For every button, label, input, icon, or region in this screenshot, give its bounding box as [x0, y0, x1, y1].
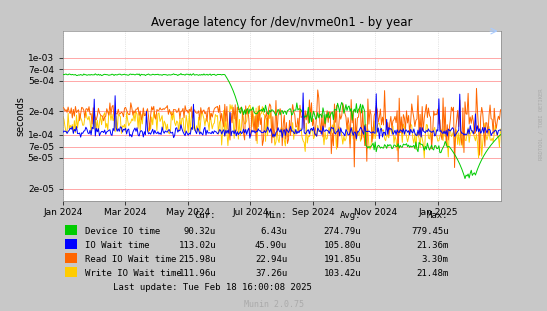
Text: Cur:: Cur: [195, 211, 216, 220]
Text: 103.42u: 103.42u [323, 269, 361, 278]
Text: 274.79u: 274.79u [323, 227, 361, 236]
Text: 191.85u: 191.85u [323, 255, 361, 264]
Text: 6.43u: 6.43u [260, 227, 287, 236]
Text: Read IO Wait time: Read IO Wait time [85, 255, 176, 264]
Text: 779.45u: 779.45u [411, 227, 449, 236]
Text: 215.98u: 215.98u [178, 255, 216, 264]
Text: 37.26u: 37.26u [255, 269, 287, 278]
Text: 21.48m: 21.48m [416, 269, 449, 278]
Text: 90.32u: 90.32u [184, 227, 216, 236]
Text: 111.96u: 111.96u [178, 269, 216, 278]
Text: 105.80u: 105.80u [323, 241, 361, 250]
Text: 22.94u: 22.94u [255, 255, 287, 264]
Text: Last update: Tue Feb 18 16:00:08 2025: Last update: Tue Feb 18 16:00:08 2025 [113, 283, 312, 292]
Text: RRDTOOL / TOBI OETIKER: RRDTOOL / TOBI OETIKER [538, 89, 543, 160]
Text: Min:: Min: [266, 211, 287, 220]
Y-axis label: seconds: seconds [15, 96, 25, 136]
Text: Device IO time: Device IO time [85, 227, 160, 236]
Text: Munin 2.0.75: Munin 2.0.75 [243, 300, 304, 309]
Text: Avg:: Avg: [340, 211, 361, 220]
Text: IO Wait time: IO Wait time [85, 241, 149, 250]
Text: 3.30m: 3.30m [422, 255, 449, 264]
Text: 113.02u: 113.02u [178, 241, 216, 250]
Title: Average latency for /dev/nvme0n1 - by year: Average latency for /dev/nvme0n1 - by ye… [151, 16, 412, 29]
Text: 21.36m: 21.36m [416, 241, 449, 250]
Text: 45.90u: 45.90u [255, 241, 287, 250]
Text: Max:: Max: [427, 211, 449, 220]
Text: Write IO Wait time: Write IO Wait time [85, 269, 182, 278]
